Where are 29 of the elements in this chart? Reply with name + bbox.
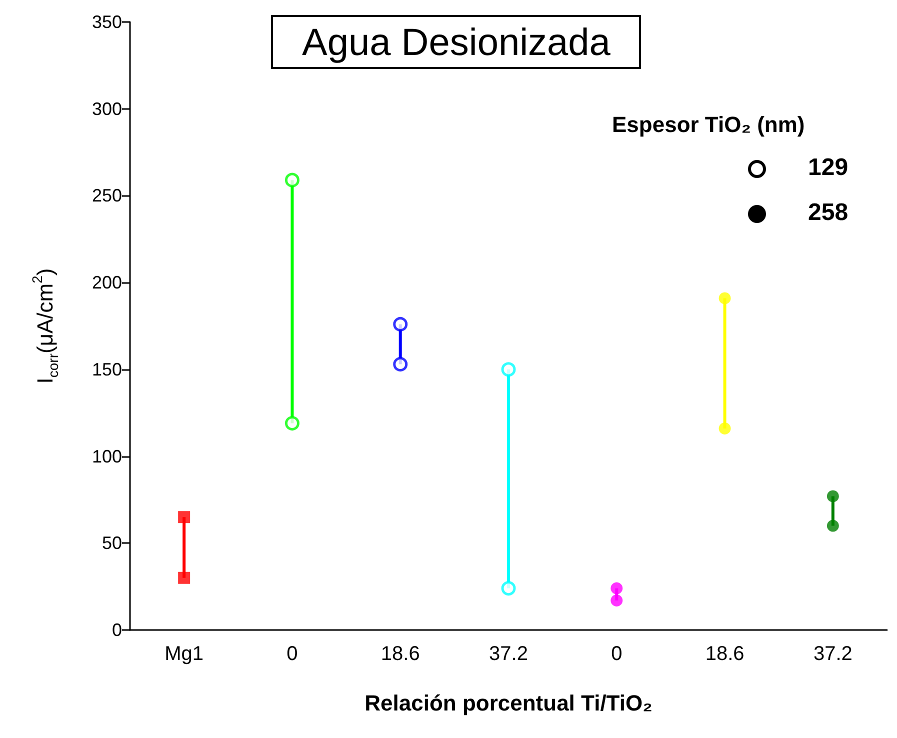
x-tick-label: 37.2 (489, 643, 528, 665)
point (393, 356, 408, 372)
point (178, 511, 190, 524)
point (284, 416, 300, 431)
x-axis-title: Relación porcentual Ti/TiO₂ (364, 690, 652, 716)
y-tick-label: 100 (92, 446, 122, 466)
y-tick-label: 300 (92, 98, 122, 119)
point (284, 172, 300, 188)
annotation: 129 (808, 154, 848, 182)
y-tick-label: 250 (92, 186, 122, 206)
x-tick-label: Mg1 (164, 643, 204, 665)
point (501, 362, 516, 377)
x-tick-label: 18.6 (705, 643, 744, 665)
point (501, 581, 516, 596)
y-tick-label: 350 (92, 12, 122, 32)
x-tick-label: 18.6 (380, 643, 420, 665)
chart-title: Agua Desionizada (302, 22, 612, 64)
annotation: 258 (808, 199, 848, 227)
x-tick-label: 0 (286, 643, 298, 665)
point (393, 317, 408, 332)
y-tick-label: 150 (92, 359, 122, 380)
x-tick-label: 37.2 (813, 643, 852, 665)
y-tick-label: 50 (102, 533, 122, 554)
legend-title: Espesor TiO₂ (nm) (612, 112, 805, 138)
point (178, 572, 190, 584)
y-tick-label: 200 (92, 272, 122, 293)
x-tick-label: 0 (611, 643, 622, 665)
y-axis-title: Icorr(μA/cm2) (29, 268, 61, 384)
y-tick-label: 0 (112, 620, 122, 640)
